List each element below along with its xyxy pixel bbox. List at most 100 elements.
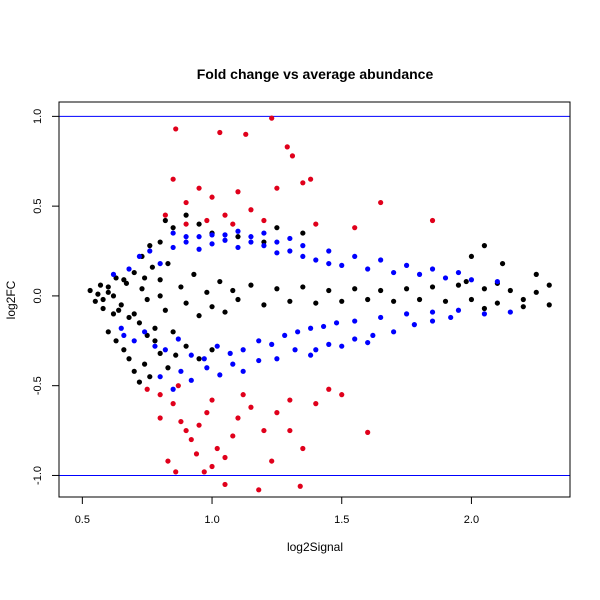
data-point <box>217 372 223 378</box>
data-point <box>370 332 376 339</box>
x-axis-label: log2Signal <box>287 540 343 554</box>
data-point <box>287 397 293 403</box>
data-point <box>248 207 254 213</box>
data-point <box>429 284 436 290</box>
x-tick-label: 1.5 <box>334 514 349 526</box>
data-point <box>300 180 306 186</box>
data-point <box>131 269 137 276</box>
data-point <box>339 298 345 304</box>
data-point <box>170 225 176 231</box>
data-point <box>261 427 267 434</box>
data-point <box>256 338 262 344</box>
data-point <box>157 392 163 398</box>
data-point <box>204 289 210 295</box>
data-point <box>222 212 228 218</box>
data-point <box>248 282 254 288</box>
data-point <box>261 239 267 245</box>
data-point <box>183 300 189 306</box>
y-tick-label: 0.5 <box>32 198 44 213</box>
data-point <box>162 307 168 313</box>
data-point <box>313 221 319 227</box>
data-point <box>352 286 358 292</box>
data-point <box>326 260 332 267</box>
data-point <box>481 243 488 249</box>
data-point <box>378 287 384 294</box>
data-point <box>507 287 513 294</box>
y-axis: -1.0 -0.5 0.0 0.5 1.0 <box>32 109 59 485</box>
data-point <box>520 296 526 303</box>
data-point <box>308 176 314 182</box>
data-point <box>274 185 280 191</box>
data-point <box>308 352 314 358</box>
data-point <box>178 284 184 290</box>
data-point <box>429 318 436 324</box>
data-point <box>170 244 176 251</box>
data-point <box>297 483 303 489</box>
data-point <box>196 246 202 252</box>
data-point <box>136 379 143 385</box>
data-point <box>105 284 111 290</box>
data-point <box>162 217 168 224</box>
data-point <box>300 230 306 236</box>
data-point <box>235 228 241 234</box>
data-point <box>365 429 371 435</box>
data-point <box>123 280 130 286</box>
data-point <box>201 469 207 475</box>
data-point <box>455 307 462 313</box>
x-tick-label: 0.5 <box>75 514 90 526</box>
data-point <box>183 221 189 227</box>
data-point <box>149 264 155 270</box>
data-point <box>295 329 301 335</box>
data-point <box>147 243 153 249</box>
data-point <box>100 296 106 303</box>
data-point <box>157 239 163 245</box>
data-point <box>481 305 488 312</box>
data-point <box>287 248 293 254</box>
data-point <box>227 350 233 356</box>
data-point <box>313 347 319 353</box>
data-point <box>326 386 332 392</box>
data-point <box>269 458 275 464</box>
data-point <box>110 271 117 277</box>
x-axis: 0.5 1.0 1.5 2.0 <box>75 497 479 526</box>
data-point <box>455 269 462 276</box>
data-point <box>196 356 202 362</box>
data-point <box>235 234 241 240</box>
data-point <box>136 320 143 326</box>
data-point <box>533 271 539 277</box>
data-point <box>196 221 202 227</box>
data-point <box>196 185 202 191</box>
data-point <box>416 296 423 303</box>
data-point <box>235 415 241 421</box>
data-point <box>118 302 124 308</box>
data-point <box>289 153 296 159</box>
y-tick-label: -1.0 <box>32 466 44 485</box>
data-point <box>139 286 145 292</box>
plot-frame <box>58 101 571 498</box>
data-point <box>326 287 332 294</box>
data-point <box>92 298 98 304</box>
data-point <box>193 451 200 457</box>
data-point <box>113 338 119 344</box>
data-point <box>183 343 189 349</box>
data-point <box>214 445 220 452</box>
data-point <box>209 194 215 200</box>
data-point <box>147 374 153 380</box>
data-point <box>188 436 194 443</box>
data-point <box>222 237 228 243</box>
data-point <box>499 260 506 267</box>
data-point <box>282 332 288 339</box>
data-point <box>269 341 275 347</box>
data-point <box>196 234 202 240</box>
data-point <box>152 343 158 349</box>
data-point <box>365 296 371 303</box>
data-point <box>403 286 410 292</box>
data-point <box>468 277 475 283</box>
data-point <box>274 250 280 256</box>
data-point <box>126 266 132 272</box>
data-point <box>429 266 436 272</box>
data-points <box>87 115 552 493</box>
data-point <box>209 463 215 470</box>
data-point <box>165 260 171 267</box>
